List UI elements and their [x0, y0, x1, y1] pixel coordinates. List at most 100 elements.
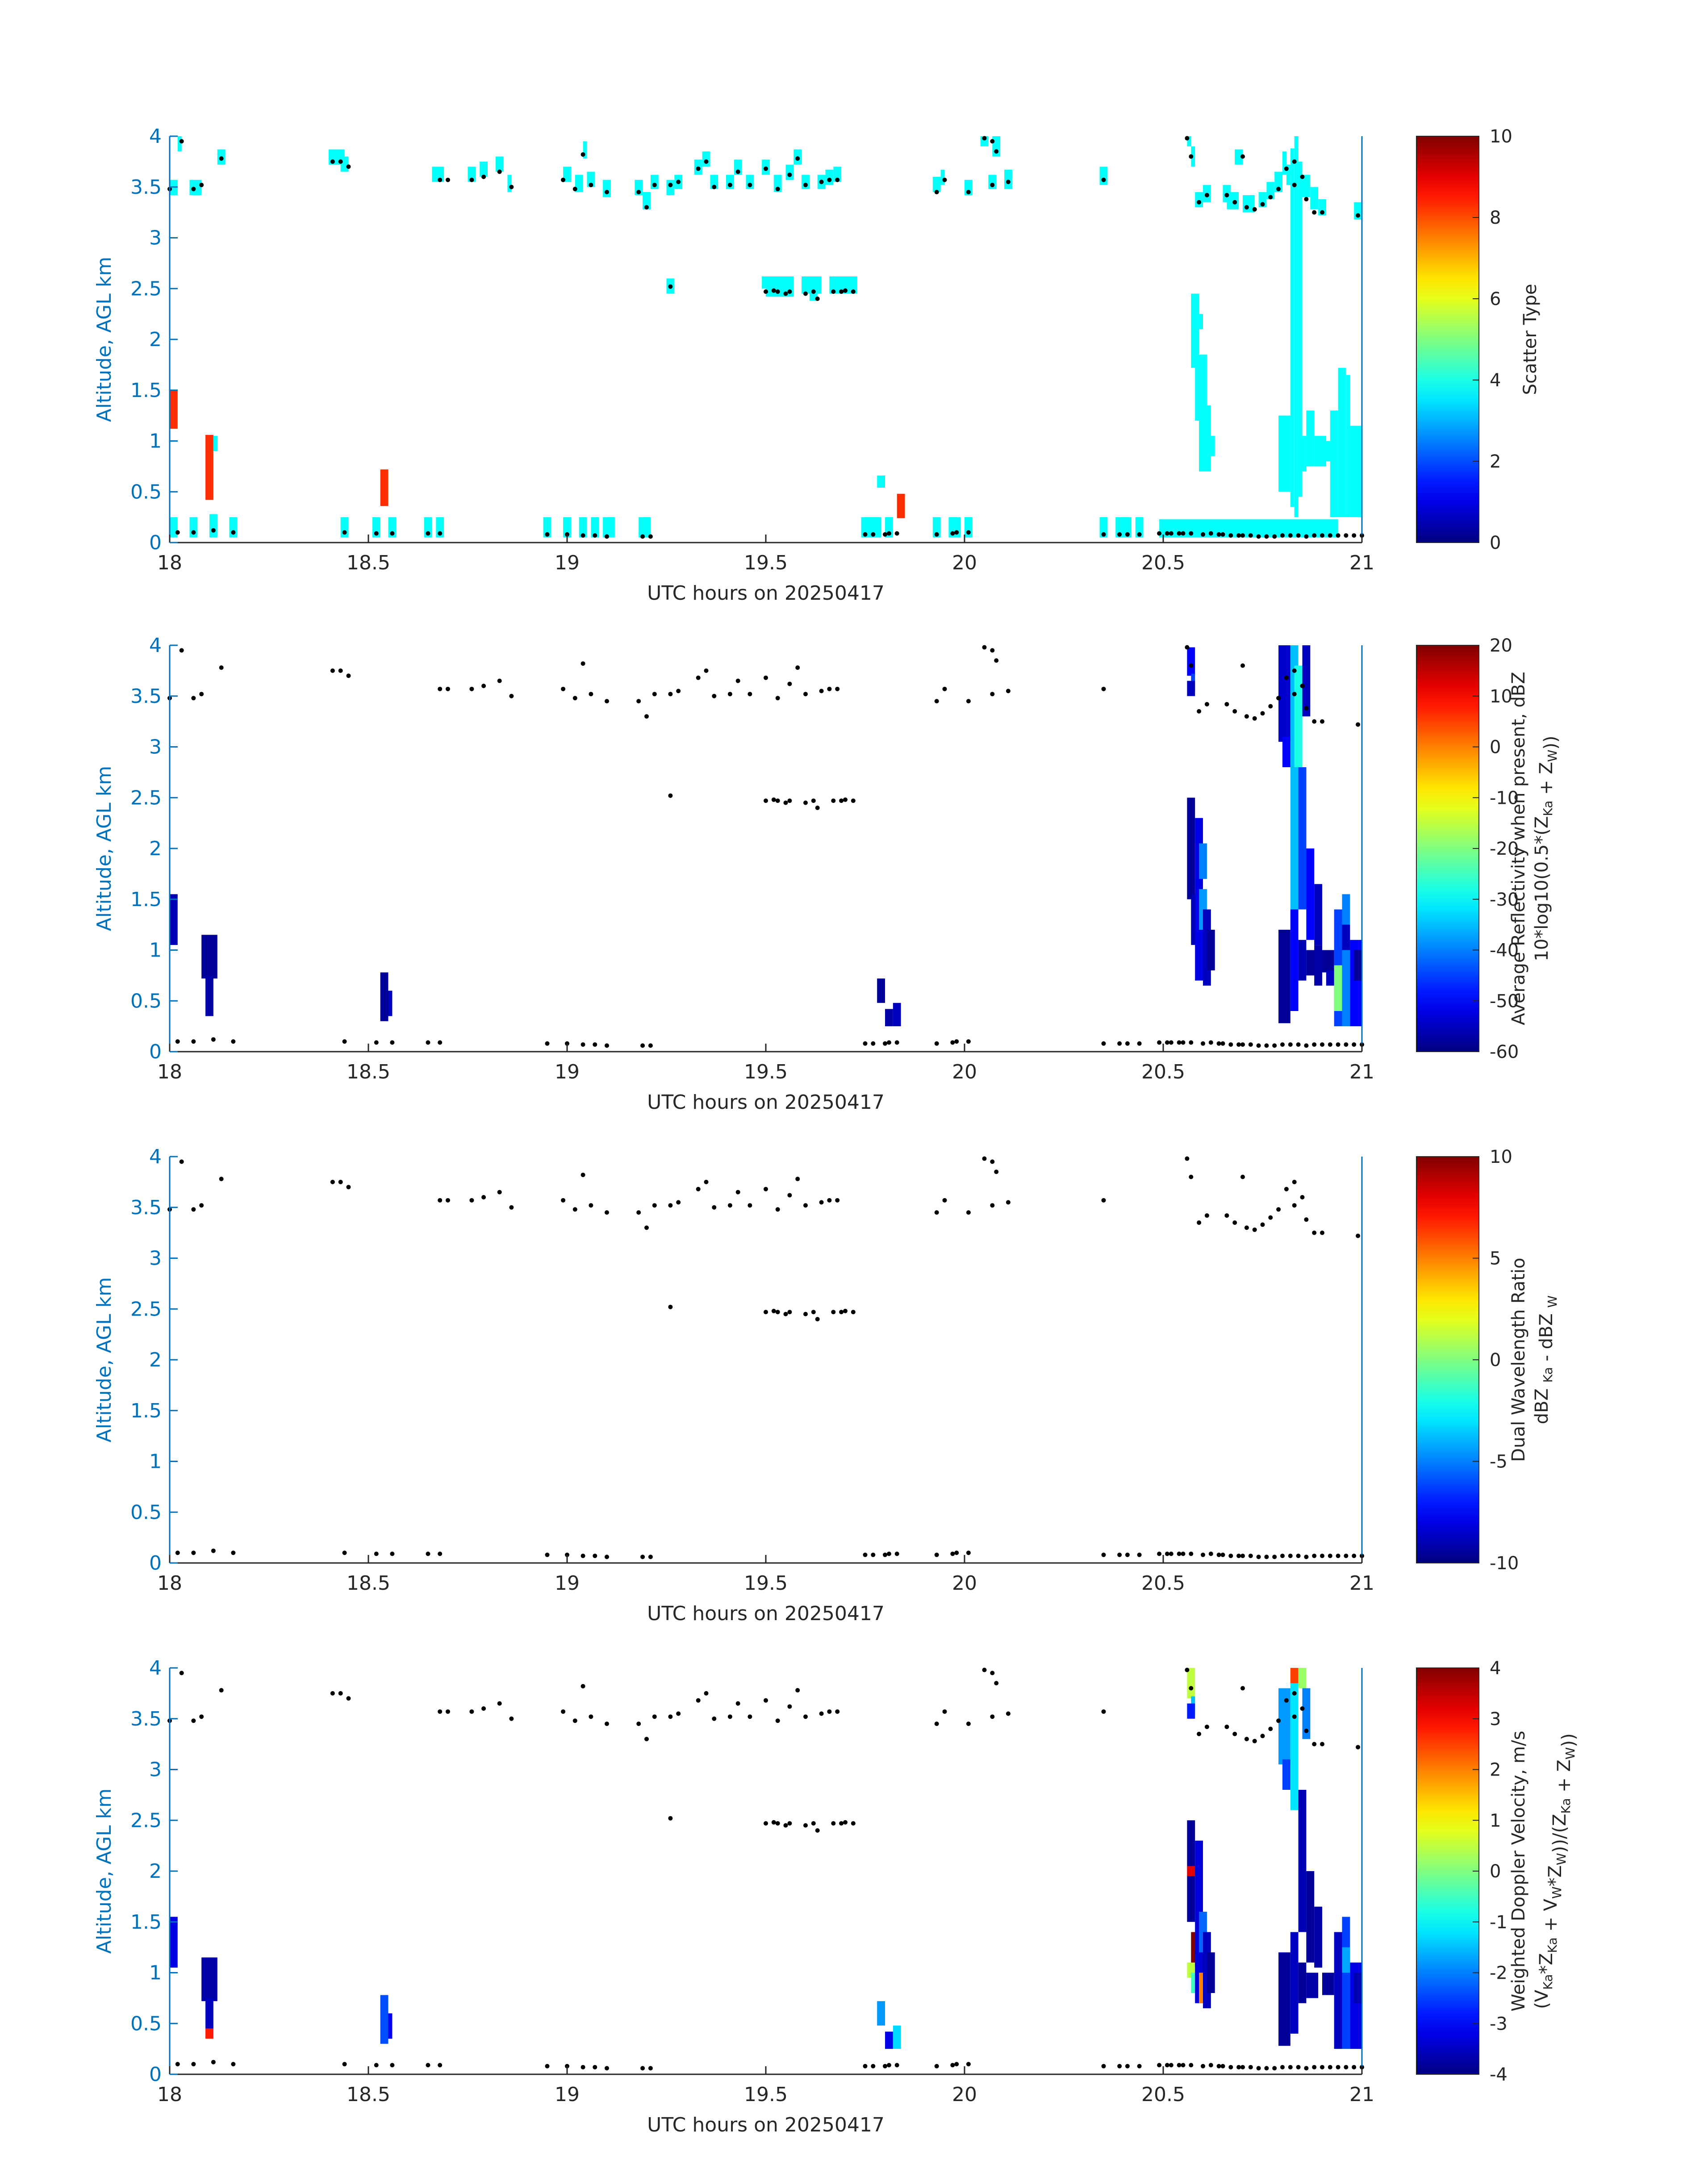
data-point	[1165, 1040, 1169, 1045]
data-cell	[1346, 375, 1350, 518]
data-point	[1125, 1041, 1130, 1046]
data-point	[1232, 1220, 1237, 1225]
data-cell	[591, 517, 599, 538]
data-cell	[1298, 1962, 1307, 2003]
data-cell	[710, 175, 718, 189]
data-cell	[1354, 950, 1362, 981]
colorbar-tick-label: 4	[1490, 370, 1501, 391]
data-point	[835, 1198, 840, 1203]
data-point	[469, 177, 474, 182]
data-point	[764, 1310, 768, 1315]
data-cell	[1298, 767, 1307, 910]
data-point	[1256, 1554, 1261, 1559]
data-point	[815, 1828, 820, 1833]
data-point	[219, 1177, 224, 1182]
data-point	[438, 1551, 443, 1556]
data-point	[191, 1718, 196, 1723]
data-point	[831, 1821, 836, 1826]
data-point	[1228, 1554, 1233, 1559]
data-point	[871, 1552, 876, 1557]
data-point	[338, 1691, 343, 1696]
data-cell	[1342, 1917, 1350, 2049]
data-cell	[1278, 930, 1290, 1024]
data-point	[934, 1210, 939, 1215]
data-cell	[205, 975, 213, 1016]
data-point	[783, 800, 788, 805]
y-tick-label: 4	[149, 125, 162, 148]
data-point	[648, 1554, 653, 1559]
data-point	[1157, 1040, 1162, 1045]
data-point	[668, 692, 673, 697]
data-point	[966, 190, 971, 195]
data-point	[1252, 716, 1257, 721]
data-point	[990, 648, 995, 653]
data-point	[1260, 202, 1265, 207]
data-cell	[885, 1009, 893, 1027]
data-point	[990, 1714, 995, 1719]
data-point	[231, 530, 236, 535]
data-point	[545, 1041, 550, 1046]
data-point	[1240, 1042, 1245, 1047]
data-point	[1320, 2065, 1324, 2070]
data-cell	[1326, 970, 1334, 986]
data-point	[982, 1667, 987, 1672]
colorbar-gradient	[1416, 1667, 1479, 2075]
y-axis-label: Altitude, AGL km	[93, 1788, 116, 1954]
y-tick-label: 3.5	[130, 685, 162, 708]
data-cell	[773, 175, 782, 192]
data-point	[1157, 531, 1162, 536]
data-point	[1185, 1156, 1190, 1161]
data-point	[1288, 1042, 1293, 1047]
data-point	[580, 533, 585, 538]
data-point	[231, 2062, 236, 2067]
data-point	[1312, 1042, 1317, 1047]
colorbar: -60 -50 -40 -30 -20 -10 0 10 20 Average Reflectiv…	[1416, 635, 1561, 1062]
data-cell	[702, 151, 710, 167]
data-point	[390, 2063, 395, 2068]
x-tick-label: 18.5	[347, 1572, 390, 1595]
y-tick-label: 3	[149, 736, 162, 759]
data-point	[1352, 533, 1357, 538]
data-point	[561, 686, 566, 691]
data-point	[1137, 2064, 1142, 2068]
data-point	[1224, 1213, 1229, 1218]
data-point	[811, 798, 816, 803]
data-point	[648, 1043, 653, 1048]
y-tick-label: 0	[149, 1040, 162, 1063]
data-point	[605, 190, 609, 195]
data-cell	[1187, 647, 1195, 676]
data-point	[1220, 1552, 1225, 1557]
data-point	[1177, 531, 1182, 536]
data-point	[565, 532, 569, 537]
data-cell	[1278, 645, 1290, 742]
colorbar-tick-label: 10	[1490, 126, 1512, 147]
data-point	[1264, 1554, 1269, 1559]
data-point	[1260, 1734, 1265, 1738]
data-point	[605, 699, 609, 704]
data-point	[775, 1207, 780, 1212]
colorbar: -10 -5 0 5 10 Dual Wavelength Ratio dBZ Ka - d…	[1416, 1147, 1560, 1574]
data-point	[446, 1198, 450, 1203]
colorbar-tick-label: -20	[1490, 839, 1519, 859]
data-cell	[1314, 1906, 1322, 1968]
x-tick-label: 19	[555, 1061, 580, 1083]
colorbar: -4 -3 -2 -1 0 1 2 3 4 Weighted Doppler Velocity, …	[1416, 1658, 1579, 2085]
data-point	[668, 183, 673, 188]
data-point	[1197, 1220, 1202, 1225]
data-cell	[1187, 798, 1195, 899]
data-point	[831, 798, 836, 803]
data-point	[950, 1040, 955, 1045]
data-point	[1356, 722, 1361, 727]
data-cell	[1306, 1871, 1315, 1963]
data-cell	[495, 156, 504, 172]
x-tick-label: 20.5	[1141, 1061, 1185, 1083]
data-point	[438, 1709, 443, 1714]
data-point	[1189, 1551, 1194, 1556]
y-tick-label: 4	[149, 1145, 162, 1168]
data-point	[390, 531, 395, 536]
data-point	[1276, 1207, 1281, 1212]
data-cell	[1187, 136, 1191, 146]
data-point	[497, 678, 502, 683]
data-point	[509, 694, 514, 698]
